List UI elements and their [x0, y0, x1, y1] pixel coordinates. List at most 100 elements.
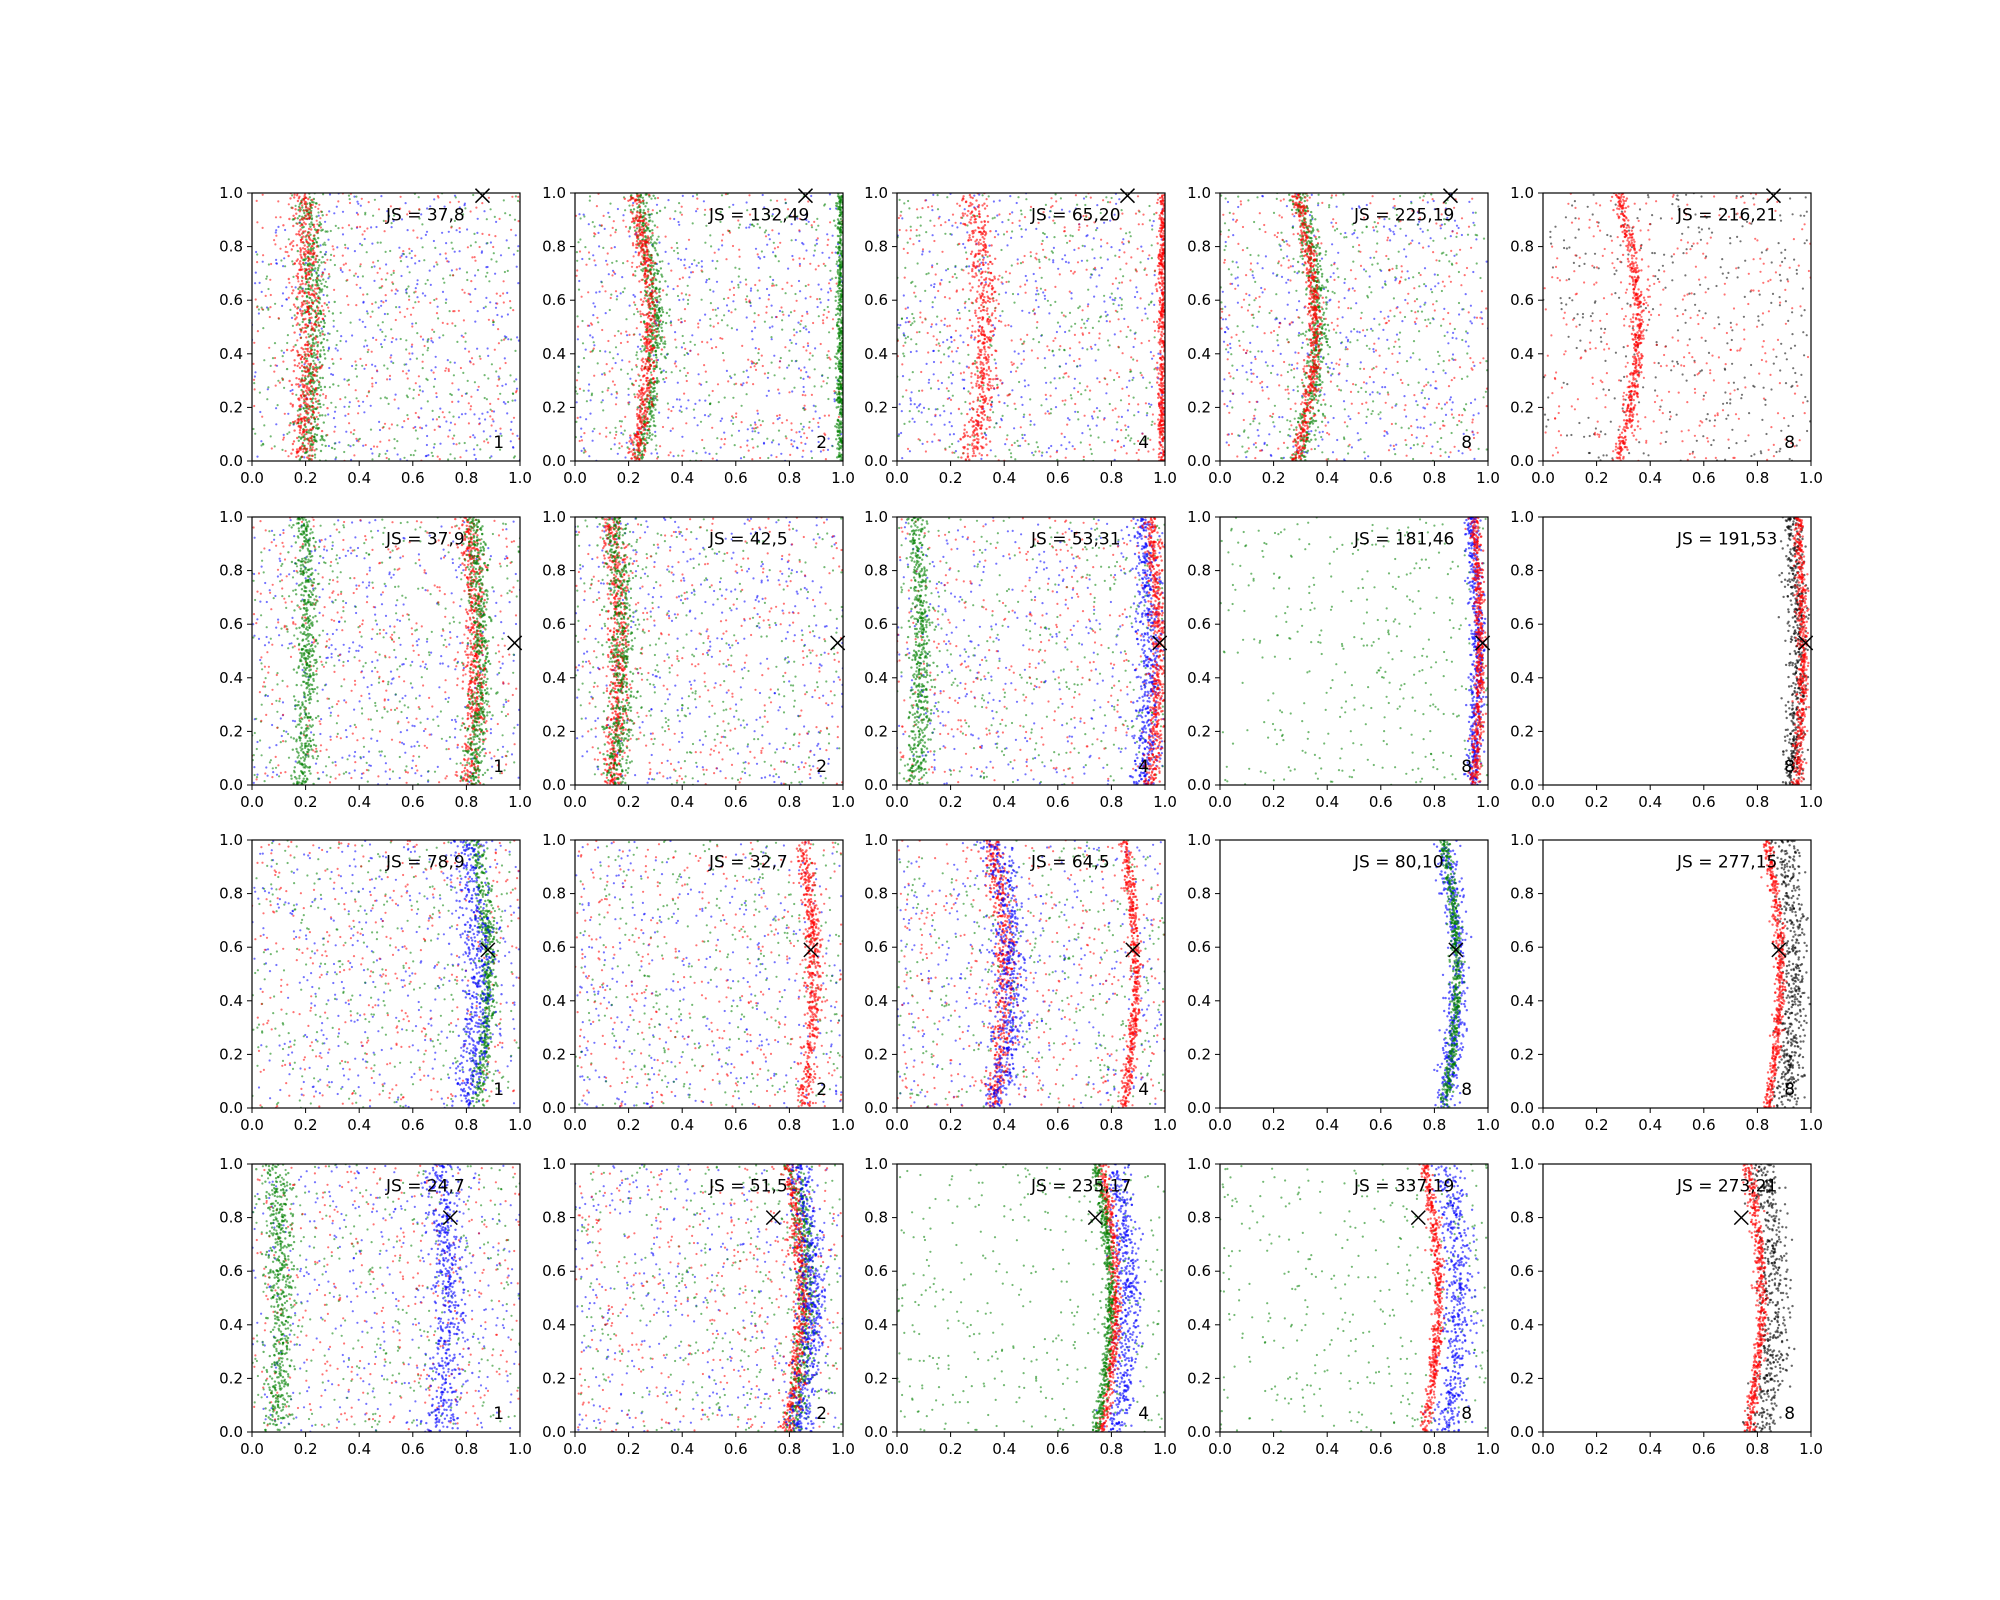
point-green [592, 341, 595, 344]
band-point-green [836, 382, 839, 385]
band-point-green [665, 293, 668, 296]
point-red [676, 285, 679, 288]
band-point-red [299, 328, 302, 331]
band-point-red [300, 314, 304, 317]
point-green [721, 351, 725, 355]
point-red [469, 300, 472, 303]
point-red [614, 433, 618, 436]
band-point-green [330, 446, 334, 450]
point-green [676, 294, 680, 298]
band-point-red [301, 390, 304, 393]
band-point-green [297, 439, 300, 442]
band-point-red [636, 194, 639, 197]
band-point-green [319, 394, 322, 397]
point-blue [323, 268, 326, 271]
point-red [502, 301, 505, 304]
point-green [384, 250, 387, 253]
band-point-green [319, 385, 322, 388]
point-blue [494, 429, 497, 432]
point-green [415, 357, 418, 360]
point-red [778, 366, 781, 369]
band-point-green [315, 215, 318, 218]
band-point-green [835, 386, 839, 390]
point-blue [1061, 258, 1064, 261]
band-point-red [317, 286, 320, 290]
band-point-green [316, 427, 320, 431]
point-green [434, 246, 437, 249]
band-point-red [646, 252, 649, 255]
band-point-green [315, 325, 318, 329]
point-red [711, 308, 715, 311]
point-green [444, 301, 447, 304]
band-point-green [844, 254, 846, 256]
band-point-red [302, 230, 305, 233]
band-point-green [316, 379, 319, 382]
band-point-green [838, 434, 842, 437]
band-point-green [308, 196, 311, 199]
point-red [416, 236, 419, 239]
point-blue [591, 336, 594, 339]
point-green [593, 427, 596, 430]
point-green [828, 366, 831, 369]
point-green [723, 396, 726, 399]
point-red [583, 432, 586, 435]
band-point-green [318, 353, 322, 356]
point-green [427, 346, 430, 350]
point-blue [509, 428, 512, 431]
band-point-red [304, 394, 308, 397]
point-blue [921, 250, 924, 253]
band-point-red [293, 193, 296, 196]
point-blue [290, 316, 294, 319]
point-green [500, 339, 503, 342]
point-red [399, 256, 402, 259]
band-point-red [636, 435, 639, 439]
band-point-green [313, 420, 317, 423]
point-blue [616, 353, 619, 356]
point-blue [812, 254, 815, 257]
point-red [254, 298, 257, 301]
point-green [705, 224, 708, 227]
point-red [793, 309, 796, 312]
point-green [730, 327, 734, 330]
band-point-red [638, 223, 641, 226]
point-green [492, 252, 495, 255]
point-blue [1009, 195, 1012, 198]
point-green [781, 319, 784, 322]
point-green [283, 386, 286, 389]
point-blue [432, 239, 435, 243]
point-blue [954, 450, 958, 453]
point-green [577, 241, 580, 244]
band-point-red [304, 222, 307, 226]
point-blue [708, 452, 711, 455]
point-red [445, 367, 448, 370]
band-point-red [307, 362, 310, 366]
band-point-red [641, 199, 645, 203]
point-blue [759, 257, 762, 260]
point-blue [1080, 215, 1083, 218]
point-blue [772, 278, 775, 282]
point-red [339, 398, 342, 401]
point-blue [341, 210, 345, 213]
point-green [399, 337, 402, 341]
point-green [579, 238, 582, 241]
point-blue [678, 398, 681, 401]
band-point-red [312, 242, 316, 246]
band-point-green [312, 237, 315, 240]
band-point-green [661, 320, 665, 324]
point-green [709, 302, 713, 305]
point-blue [374, 381, 378, 384]
point-blue [997, 394, 1000, 397]
point-blue [582, 447, 586, 450]
point-blue [458, 230, 461, 234]
point-red [322, 393, 325, 396]
point-red [499, 367, 502, 370]
band-point-red [288, 217, 291, 221]
band-point-red [311, 198, 314, 202]
point-blue [504, 383, 507, 386]
x-tick-label: 0.4 [670, 469, 694, 487]
point-red [375, 369, 379, 372]
point-red [292, 239, 295, 243]
point-red [412, 229, 415, 232]
point-red [286, 251, 289, 254]
point-red [691, 271, 695, 274]
